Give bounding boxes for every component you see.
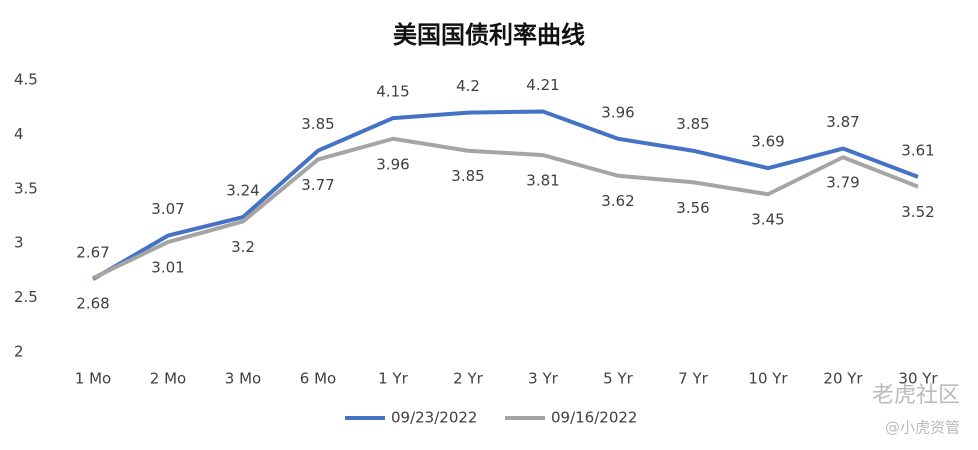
data-label: 2.67 <box>76 244 109 262</box>
y-tick-label: 2.5 <box>14 288 38 306</box>
data-label: 3.96 <box>376 155 409 173</box>
data-label: 3.56 <box>676 199 709 217</box>
data-label: 3.85 <box>676 115 709 133</box>
data-label: 3.52 <box>901 203 934 221</box>
data-label: 3.24 <box>226 182 259 200</box>
watermark: @小虎资管 <box>885 419 960 437</box>
data-label: 3.01 <box>151 259 184 277</box>
x-tick-label: 2 Mo <box>150 370 186 388</box>
y-tick-label: 2 <box>14 343 24 361</box>
y-tick-label: 3.5 <box>14 179 38 197</box>
y-tick-label: 3 <box>14 234 24 252</box>
data-label: 3.62 <box>601 192 634 210</box>
data-label: 3.81 <box>526 172 559 190</box>
data-label: 3.45 <box>751 211 784 229</box>
data-label: 3.2 <box>231 238 255 256</box>
x-tick-label: 6 Mo <box>300 370 336 388</box>
chart-title: 美国国债利率曲线 <box>393 21 585 49</box>
data-label: 4.21 <box>526 76 559 94</box>
data-label: 4.15 <box>376 83 409 101</box>
x-tick-label: 3 Mo <box>225 370 261 388</box>
x-tick-label: 5 Yr <box>603 370 633 388</box>
data-label: 3.07 <box>151 200 184 218</box>
data-label: 3.85 <box>301 115 334 133</box>
data-label: 3.85 <box>451 167 484 185</box>
x-tick-label: 2 Yr <box>453 370 483 388</box>
data-label: 2.68 <box>76 295 109 313</box>
y-tick-label: 4.5 <box>14 71 38 89</box>
x-tick-label: 20 Yr <box>823 370 863 388</box>
data-label: 4.2 <box>456 77 480 95</box>
x-tick-label: 1 Mo <box>75 370 111 388</box>
legend-label: 09/16/2022 <box>551 409 637 427</box>
data-label: 3.96 <box>601 103 634 121</box>
data-label: 3.77 <box>301 176 334 194</box>
series-line <box>92 136 919 280</box>
data-label: 3.61 <box>901 141 934 159</box>
data-label: 3.79 <box>826 174 859 192</box>
legend-label: 09/23/2022 <box>391 409 477 427</box>
x-tick-label: 10 Yr <box>748 370 788 388</box>
watermark: 老虎社区 <box>872 383 960 408</box>
data-label: 3.87 <box>826 113 859 131</box>
series-line <box>91 109 919 281</box>
x-tick-label: 7 Yr <box>678 370 708 388</box>
x-tick-label: 1 Yr <box>378 370 408 388</box>
x-tick-label: 3 Yr <box>528 370 558 388</box>
x-tick-label: 30 Yr <box>898 370 938 388</box>
y-tick-label: 4 <box>14 125 24 143</box>
data-label: 3.69 <box>751 133 784 151</box>
